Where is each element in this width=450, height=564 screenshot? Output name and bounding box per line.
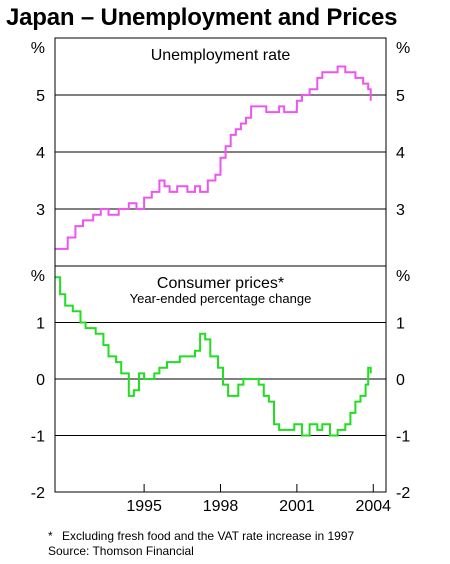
chart-title: Japan – Unemployment and Prices bbox=[6, 4, 398, 31]
panel-subtitle: Year-ended percentage change bbox=[130, 291, 312, 306]
x-tick-label: 1995 bbox=[126, 498, 162, 515]
series-line bbox=[55, 65, 372, 250]
y-tick-label-left: -2 bbox=[31, 485, 45, 502]
y-tick-label-left: 0 bbox=[36, 372, 45, 389]
plot-frame bbox=[54, 37, 387, 493]
y-tick-label-left: -1 bbox=[31, 429, 45, 446]
y-tick-label-left: 5 bbox=[36, 88, 45, 105]
unit-label-right: % bbox=[396, 268, 410, 285]
y-tick-label-right: 3 bbox=[396, 202, 405, 219]
unit-label-right: % bbox=[396, 40, 410, 57]
unit-label-left: % bbox=[31, 268, 45, 285]
footnote-text: Excluding fresh food and the VAT rate in… bbox=[62, 529, 355, 543]
y-tick-label-right: 0 bbox=[396, 372, 405, 389]
footnote: * Excluding fresh food and the VAT rate i… bbox=[48, 529, 354, 543]
panel-title: Consumer prices* bbox=[157, 275, 284, 292]
series-line bbox=[55, 276, 372, 437]
source-note: Source: Thomson Financial bbox=[48, 544, 194, 558]
x-tick-label: 2004 bbox=[355, 498, 391, 515]
y-tick-label-right: -2 bbox=[396, 485, 410, 502]
x-tick-label: 2001 bbox=[279, 498, 315, 515]
y-tick-label-right: -1 bbox=[396, 429, 410, 446]
x-tick-label: 1998 bbox=[203, 498, 239, 515]
y-tick-label-left: 4 bbox=[36, 145, 45, 162]
footnote-marker: * bbox=[48, 529, 53, 543]
y-tick-label-right: 5 bbox=[396, 88, 405, 105]
y-tick-label-left: 3 bbox=[36, 202, 45, 219]
y-tick-label-right: 4 bbox=[396, 145, 405, 162]
unit-label-left: % bbox=[31, 40, 45, 57]
panel-title: Unemployment rate bbox=[151, 47, 291, 64]
y-tick-label-right: 1 bbox=[396, 316, 405, 333]
y-tick-label-left: 1 bbox=[36, 316, 45, 333]
